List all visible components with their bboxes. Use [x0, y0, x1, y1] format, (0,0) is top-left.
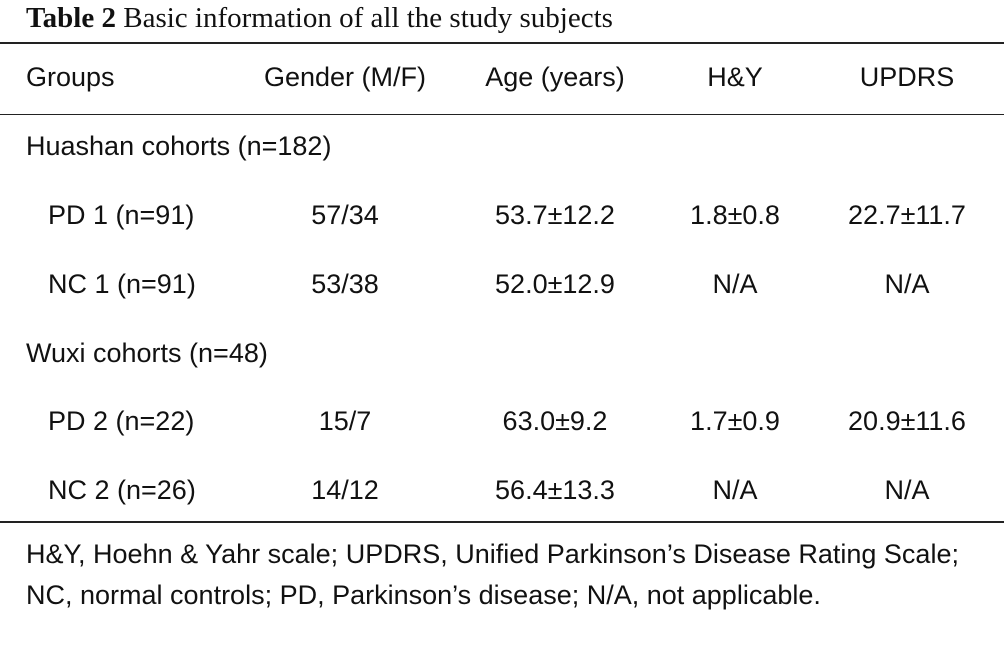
- row-group: NC 2 (n=26): [48, 475, 196, 505]
- row-age: 52.0±12.9: [495, 269, 615, 299]
- table-footnote: H&Y, Hoehn & Yahr scale; UPDRS, Unified …: [26, 539, 959, 610]
- row-gender: 15/7: [318, 406, 372, 436]
- header-hy: H&Y: [707, 62, 763, 92]
- header-gender: Gender (M/F): [263, 62, 427, 92]
- table-title: Basic information of all the study subje…: [123, 2, 613, 34]
- section-title: Wuxi cohorts (n=48): [26, 338, 268, 368]
- row-age: 56.4±13.3: [495, 475, 615, 505]
- row-updrs: 22.7±11.7: [848, 200, 966, 230]
- row-updrs: N/A: [884, 475, 930, 505]
- row-hy: N/A: [712, 269, 758, 299]
- table-label: Table 2: [26, 2, 116, 34]
- row-hy: 1.8±0.8: [690, 200, 780, 230]
- row-updrs: 20.9±11.6: [848, 406, 966, 436]
- header-age: Age (years): [485, 62, 625, 92]
- header-rule: [0, 114, 1004, 115]
- row-updrs: N/A: [884, 269, 930, 299]
- bottom-rule: [0, 521, 1004, 523]
- row-group: NC 1 (n=91): [48, 269, 196, 299]
- row-gender: 57/34: [311, 200, 379, 230]
- row-age: 63.0±9.2: [502, 406, 608, 436]
- header-groups: Groups: [26, 62, 115, 92]
- row-gender: 14/12: [311, 475, 379, 505]
- row-group: PD 1 (n=91): [48, 200, 195, 230]
- row-hy: N/A: [712, 475, 758, 505]
- row-group: PD 2 (n=22): [48, 406, 195, 436]
- top-rule: [0, 42, 1004, 44]
- header-updrs: UPDRS: [859, 62, 955, 92]
- table-caption: Table 2 Basic information of all the stu…: [26, 0, 613, 36]
- row-age: 53.7±12.2: [495, 200, 615, 230]
- section-title: Huashan cohorts (n=182): [26, 131, 332, 161]
- row-hy: 1.7±0.9: [690, 406, 780, 436]
- row-gender: 53/38: [311, 269, 379, 299]
